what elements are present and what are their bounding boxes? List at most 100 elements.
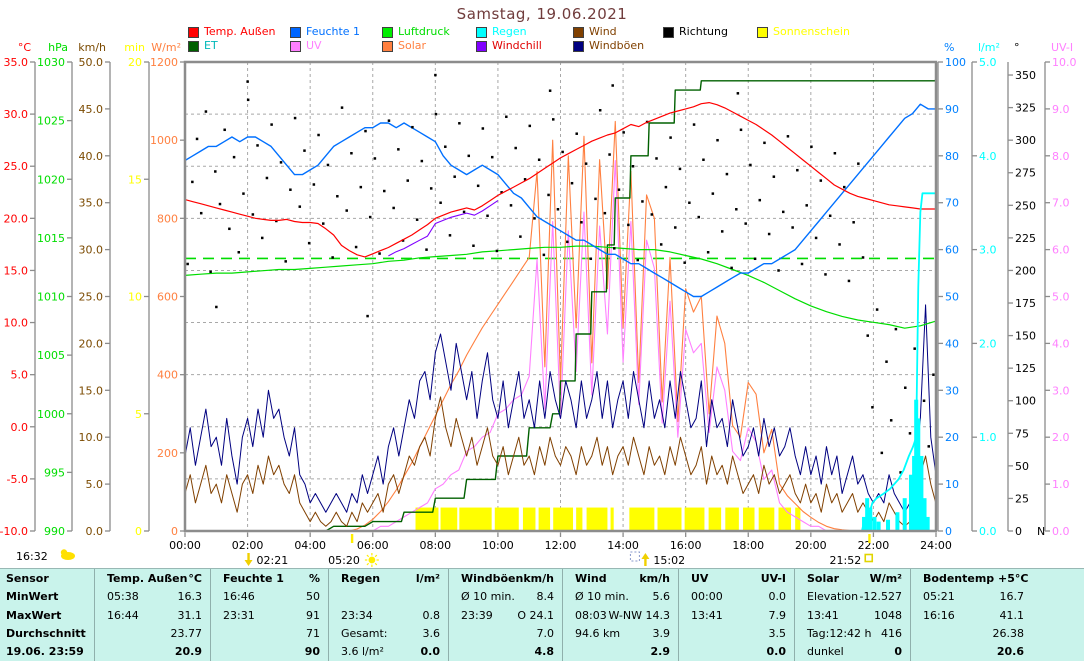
- stats-col-windb-en: Windböen km/h Ø 10 min. 8.4 23:39 O 24.1 7.0 4.…: [448, 569, 562, 661]
- legend-label: Wind: [589, 25, 617, 38]
- stats-cell: 16:44: [107, 608, 139, 622]
- stats-cell: Bodentemp +5: [923, 571, 1015, 585]
- moonset-time-label: 02:21: [257, 554, 289, 567]
- stats-cell: 16.3: [177, 590, 203, 604]
- legend-label: Windchill: [492, 39, 542, 52]
- axis-lm2: 5.0 4.0 3.0 2.0 1.0 0.0 l/m²: [971, 41, 1000, 538]
- x-tick-label: 00:00: [169, 539, 201, 552]
- stats-cell: 23:34: [341, 608, 373, 622]
- stats-cell: Solar: [807, 571, 840, 585]
- stats-cell: 0.0: [766, 645, 787, 659]
- axis-unit-sunmin: min: [124, 41, 145, 54]
- stats-row: Elevation -12.527: [795, 587, 910, 605]
- tick-label-kmh: 0.0: [86, 525, 104, 538]
- legend-swatch-icon: [188, 40, 199, 52]
- stats-cell: Durchschnitt: [6, 626, 86, 640]
- legend-swatch-icon: [382, 40, 393, 52]
- stats-row: Solar W/m²: [795, 569, 910, 587]
- legend-label: Feuchte 1: [306, 25, 361, 38]
- sunset-tick: [868, 534, 871, 543]
- stats-col-bodentemp-5: Bodentemp +5 °C 05:21 16.7 16:16 41.1 26.38 20.…: [910, 569, 1084, 661]
- tick-label-percent: 100: [945, 56, 966, 69]
- stats-cell: 2.9: [650, 645, 671, 659]
- stats-cell: Windböen: [461, 571, 524, 585]
- stats-row: 23:39 O 24.1: [449, 606, 562, 624]
- stats-cell: 71: [306, 626, 320, 640]
- tick-label-lm2: 2.0: [979, 337, 997, 350]
- stats-cell: 16:46: [223, 590, 255, 604]
- legend-swatch-icon: [663, 26, 674, 38]
- legend-item-feuchte-1: Feuchte 1: [290, 26, 360, 38]
- tick-label-deg: 200: [1015, 264, 1036, 277]
- tick-label-deg: 150: [1015, 330, 1036, 343]
- legend-item-et: ET: [188, 40, 218, 52]
- tick-label-lm2: 4.0: [979, 150, 997, 163]
- axis-unit-deg: °: [1014, 41, 1020, 54]
- tick-label-hpa: 1005: [37, 349, 65, 362]
- tick-label-uv: 9.0: [1052, 103, 1070, 116]
- x-tick-label: 12:00: [545, 539, 577, 552]
- stats-cell: l/m²: [415, 571, 440, 585]
- stats-row-label: MinWert: [0, 587, 94, 605]
- stats-row: Temp. Außen °C: [95, 569, 210, 587]
- stats-row-label: MaxWert: [0, 606, 94, 624]
- legend-swatch-icon: [382, 26, 393, 38]
- sunrise-time-label: 05:20: [328, 554, 360, 567]
- tick-label-wm2: 600: [157, 291, 178, 304]
- stats-row-label: Sensor: [0, 569, 94, 587]
- x-tick-label: 20:00: [795, 539, 827, 552]
- axis-unit-hpa: hPa: [48, 41, 68, 54]
- tick-label-percent: 70: [945, 197, 959, 210]
- tick-label-wm2: 1200: [150, 56, 178, 69]
- stats-cell: 26.38: [992, 626, 1025, 640]
- stats-row: 23.77: [95, 624, 210, 642]
- stats-row: 94.6 km 3.9: [563, 624, 678, 642]
- stats-col-temp-au-en: Temp. Außen °C 05:38 16.3 16:44 31.1 23.77 20.9: [94, 569, 210, 661]
- tick-label-deg: 25: [1015, 492, 1029, 505]
- legend-label: Temp. Außen: [204, 25, 276, 38]
- tick-label-deg: 125: [1015, 362, 1036, 375]
- tick-label-kmh: 40.0: [79, 150, 104, 163]
- stats-cell: 00:00: [691, 590, 723, 604]
- stats-cell: 08:03: [575, 608, 607, 622]
- legend-item-sonnenschein: Sonnenschein: [757, 26, 850, 38]
- stats-row: 13:41 7.9: [679, 606, 794, 624]
- tick-label-percent: 0: [945, 525, 952, 538]
- stats-cell: Elevation: [807, 590, 859, 604]
- tick-label-temp: -10.0: [0, 525, 28, 538]
- gridlines: [185, 62, 936, 531]
- stats-col-solar: Solar W/m² Elevation -12.527 13:41 1048 Tag:12…: [794, 569, 910, 661]
- tick-label-deg: 50: [1015, 460, 1029, 473]
- legend-swatch-icon: [188, 26, 199, 38]
- stats-col-feuchte-1: Feuchte 1% 16:46 50 23:31 91 71 90: [210, 569, 328, 661]
- stats-cell: dunkel: [807, 645, 844, 659]
- x-tick-label: 24:00: [920, 539, 952, 552]
- tick-label-sunmin: 20: [128, 56, 142, 69]
- x-tick-label: 14:00: [607, 539, 639, 552]
- legend-label: Windböen: [589, 39, 645, 52]
- tick-label-sunmin: 0: [135, 525, 142, 538]
- stats-row: 4.8: [449, 643, 562, 661]
- x-tick-label: 08:00: [419, 539, 451, 552]
- stats-cell: 94.6 km: [575, 626, 621, 640]
- sunset-time-label: 21:52: [830, 554, 862, 567]
- tick-label-percent: 50: [945, 291, 959, 304]
- stats-row: 00:00 0.0: [679, 587, 794, 605]
- tick-label-temp: 20.0: [4, 212, 29, 225]
- tick-label-percent: 30: [945, 384, 959, 397]
- series-luftdruck: [184, 245, 937, 329]
- tick-label-kmh: 35.0: [79, 197, 104, 210]
- stats-row: 3.6 l/m² 0.0: [329, 643, 448, 661]
- legend-label: Sonnenschein: [773, 25, 850, 38]
- axis-unit-kmh: km/h: [78, 41, 106, 54]
- stats-cell: Feuchte 1: [223, 571, 284, 585]
- sunrise-tick: [350, 534, 354, 543]
- moon-icon: [60, 549, 75, 560]
- tick-label-hpa: 1000: [37, 408, 65, 421]
- series-wind: [184, 396, 937, 527]
- stats-cell: 0: [894, 645, 902, 659]
- stats-row: Ø 10 min. 5.6: [563, 587, 678, 605]
- stats-cell: O 24.1: [517, 608, 554, 622]
- stats-row: 3.5: [679, 624, 794, 642]
- stats-row: Ø 10 min. 8.4: [449, 587, 562, 605]
